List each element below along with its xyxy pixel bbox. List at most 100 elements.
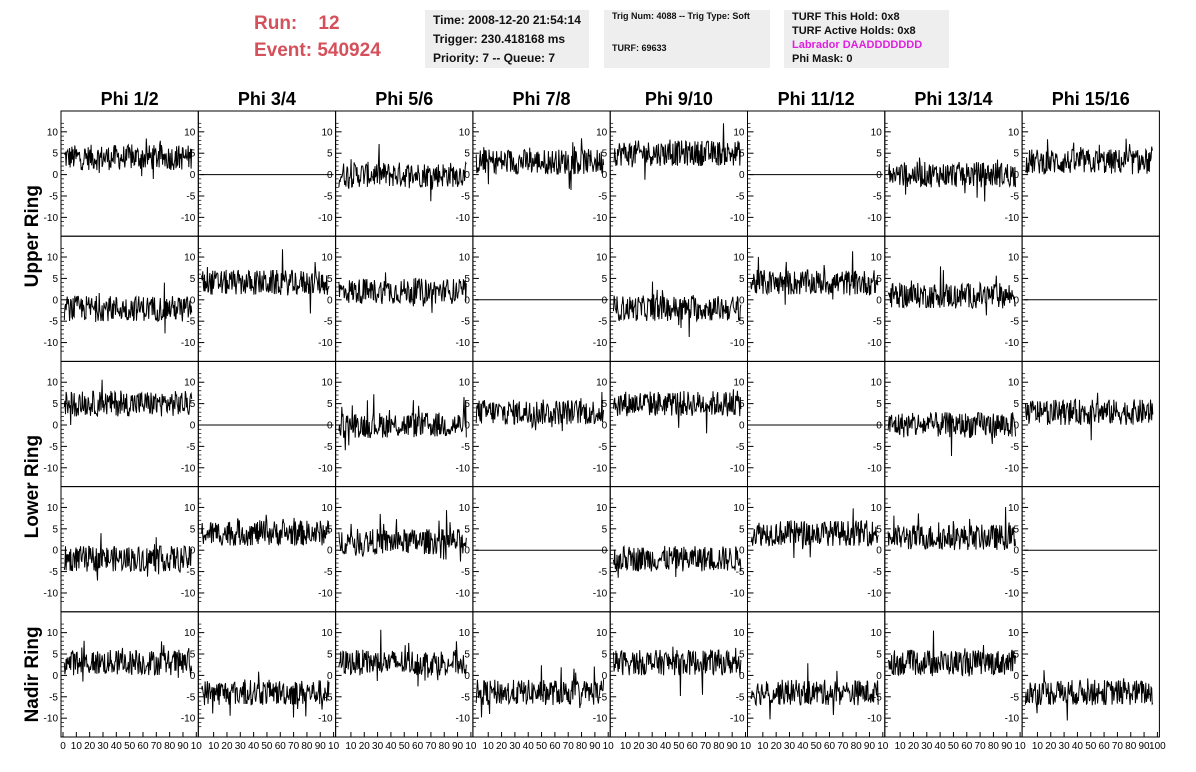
labrador-text: Labrador DAADDDDDDD xyxy=(792,39,923,51)
y-tick-label: 5 xyxy=(52,650,58,661)
y-tick-label: 5 xyxy=(602,149,608,160)
x-tick-label: 70 xyxy=(1112,741,1124,752)
y-tick-label: -5 xyxy=(324,567,333,578)
y-tick-label: 5 xyxy=(1014,650,1020,661)
x-tick-label: 80 xyxy=(851,741,863,752)
y-tick-label: 0 xyxy=(327,546,333,557)
y-tick-label: 0 xyxy=(52,170,58,181)
x-tick-label: 40 xyxy=(385,741,397,752)
y-tick-label: -10 xyxy=(593,213,608,224)
y-tick-label: 5 xyxy=(876,149,882,160)
column-title: Phi 5/6 xyxy=(375,89,433,109)
plot-frame xyxy=(1021,110,1160,237)
y-tick-label: 5 xyxy=(1014,149,1020,160)
x-tick-label: 30 xyxy=(97,741,109,752)
x-tick-label: 10 xyxy=(757,741,769,752)
x-tick-label: 60 xyxy=(137,741,149,752)
plot-frame xyxy=(1021,486,1160,613)
plot-frame xyxy=(747,235,886,362)
x-tick-label: 70 xyxy=(700,741,712,752)
waveform-trace xyxy=(475,138,605,191)
plot-frame xyxy=(335,611,474,738)
y-tick-label: 5 xyxy=(327,149,333,160)
y-tick-label: -10 xyxy=(730,463,745,474)
y-tick-label: -5 xyxy=(49,442,58,453)
y-tick-label: -5 xyxy=(186,317,195,328)
x-tick-label: 80 xyxy=(713,741,725,752)
y-tick-label: 5 xyxy=(876,274,882,285)
time-text: Time: 2008-12-20 21:54:14 xyxy=(433,13,581,27)
y-tick-label: 10 xyxy=(733,628,745,639)
plot-frame xyxy=(609,110,749,237)
y-tick-label: 0 xyxy=(1014,546,1020,557)
y-tick-label: -5 xyxy=(736,442,745,453)
x-tick-label: 80 xyxy=(576,741,588,752)
y-tick-label: 5 xyxy=(464,274,470,285)
column-title: Phi 15/16 xyxy=(1052,89,1130,109)
y-tick-label: -10 xyxy=(1005,714,1020,725)
y-tick-label: 0 xyxy=(52,421,58,432)
y-tick-label: -5 xyxy=(461,191,470,202)
y-tick-label: -5 xyxy=(1010,317,1019,328)
y-tick-label: 10 xyxy=(1008,127,1020,138)
y-tick-label: 5 xyxy=(52,524,58,535)
x-tick-label: 40 xyxy=(111,741,123,752)
x-tick-label: 50 xyxy=(124,741,136,752)
x-tick-label: 40 xyxy=(935,741,947,752)
x-tick-label: 10 xyxy=(895,741,907,752)
waveform-trace xyxy=(750,663,879,720)
y-tick-label: 10 xyxy=(47,503,59,514)
y-tick-label: 10 xyxy=(871,503,883,514)
waveform-trace xyxy=(887,411,1016,457)
y-tick-label: 10 xyxy=(321,503,333,514)
y-tick-label: -5 xyxy=(324,317,333,328)
y-tick-label: 0 xyxy=(52,671,58,682)
y-tick-label: 10 xyxy=(47,628,59,639)
waveform-trace xyxy=(63,640,193,682)
waveform-trace xyxy=(1024,138,1154,175)
x-tick-label: 80 xyxy=(439,741,451,752)
y-tick-label: -10 xyxy=(44,338,59,349)
y-tick-label: 5 xyxy=(190,524,196,535)
y-tick-label: 5 xyxy=(876,650,882,661)
y-tick-label: 10 xyxy=(871,253,883,264)
x-tick-label: 20 xyxy=(221,741,233,752)
turf-active-holds-text: TURF Active Holds: 0x8 xyxy=(792,25,916,37)
waveform-trace xyxy=(201,671,330,718)
y-tick-label: -5 xyxy=(324,442,333,453)
y-tick-label: -10 xyxy=(455,463,470,474)
y-tick-label: 0 xyxy=(739,295,745,306)
waveform-trace xyxy=(63,533,193,581)
y-tick-label: 5 xyxy=(327,399,333,410)
x-tick-label: 90 xyxy=(315,741,327,752)
y-tick-label: 0 xyxy=(190,421,196,432)
plot-frame xyxy=(472,235,611,362)
column-title: Phi 11/12 xyxy=(778,89,855,109)
x-tick-label: 10 xyxy=(877,741,889,752)
event-info-panel: Time: 2008-12-20 21:54:14 Trigger: 230.4… xyxy=(425,10,589,68)
y-tick-label: 5 xyxy=(190,149,196,160)
column-title: Phi 7/8 xyxy=(513,89,571,109)
x-tick-label: 40 xyxy=(523,741,535,752)
y-tick-label: 5 xyxy=(602,399,608,410)
y-tick-label: 10 xyxy=(733,253,745,264)
y-tick-label: 10 xyxy=(871,628,883,639)
waveform-trace xyxy=(613,389,742,434)
y-tick-label: -5 xyxy=(186,191,195,202)
y-tick-label: 0 xyxy=(464,671,470,682)
plot-frame xyxy=(747,486,886,613)
y-tick-label: -5 xyxy=(736,567,745,578)
y-tick-label: -5 xyxy=(461,567,470,578)
x-tick-label: 50 xyxy=(261,741,273,752)
y-tick-label: -10 xyxy=(181,463,196,474)
y-tick-label: 5 xyxy=(1014,274,1020,285)
x-tick-label: 40 xyxy=(248,741,260,752)
y-tick-label: 0 xyxy=(190,170,196,181)
y-tick-label: 5 xyxy=(190,274,196,285)
waveform-trace xyxy=(338,272,467,313)
waveform-trace xyxy=(63,282,193,334)
y-tick-label: 0 xyxy=(602,671,608,682)
x-tick-label: 10 xyxy=(328,741,340,752)
x-tick-label: 90 xyxy=(589,741,601,752)
